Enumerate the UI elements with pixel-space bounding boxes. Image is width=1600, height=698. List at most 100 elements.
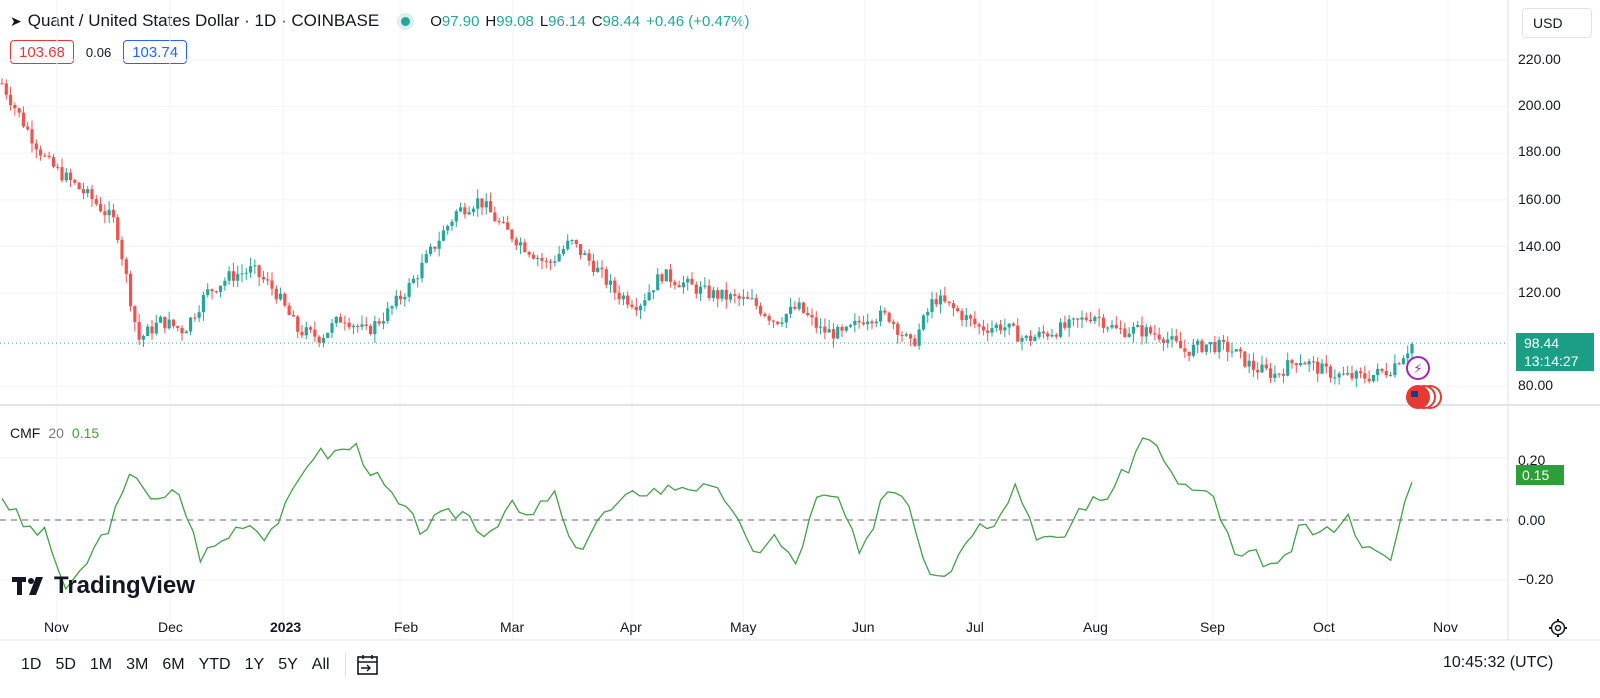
candle [574, 239, 578, 248]
candle [1016, 318, 1020, 342]
candle [613, 277, 617, 301]
settings-gear-icon[interactable] [1548, 618, 1568, 638]
last-price: 98.44 [1524, 335, 1560, 351]
symbol-title[interactable]: Quant / United States Dollar · 1D · COIN… [27, 11, 380, 30]
candle [544, 257, 548, 269]
utc-clock[interactable]: 10:45:32 (UTC) [1443, 654, 1554, 671]
candle [287, 302, 291, 316]
candle [30, 120, 34, 153]
candle [184, 329, 188, 334]
timeframe-1y[interactable]: 1Y [244, 656, 265, 673]
candle [1174, 328, 1178, 344]
candle [716, 287, 720, 308]
candle [780, 316, 784, 328]
candle [866, 313, 870, 331]
candle [536, 255, 540, 267]
currency-select[interactable]: USD [1522, 8, 1592, 38]
candle [390, 305, 394, 316]
candle [1324, 354, 1328, 374]
candle [998, 320, 1003, 335]
toolbar-divider [344, 652, 346, 678]
candle [484, 193, 488, 215]
candle [557, 245, 561, 263]
candle [591, 253, 596, 276]
sell-button[interactable]: 103.68 [10, 40, 74, 64]
candle [317, 335, 321, 348]
candle [608, 274, 613, 293]
candle [223, 277, 227, 291]
candle [814, 311, 818, 334]
candle [1380, 368, 1384, 374]
timeframe-1m[interactable]: 1M [89, 656, 113, 673]
candle [1110, 320, 1114, 330]
candle [373, 315, 377, 344]
candle [21, 106, 26, 128]
candle [300, 324, 304, 339]
candle [38, 145, 43, 161]
timeframe-3m[interactable]: 3M [126, 656, 149, 673]
candle [621, 292, 626, 306]
candle [784, 313, 788, 329]
candle [1101, 313, 1106, 333]
candle [883, 307, 887, 316]
candle [1217, 336, 1221, 359]
time-tick: Jul [966, 619, 984, 635]
candle [686, 275, 690, 291]
timeframe-all[interactable]: All [311, 656, 330, 673]
candle [154, 314, 158, 336]
candle [150, 319, 154, 340]
candle [900, 331, 904, 342]
candle [1050, 329, 1054, 338]
candle [338, 313, 343, 323]
candle [951, 299, 956, 317]
candle [797, 297, 801, 312]
high-value: 99.08 [496, 12, 534, 30]
candle [458, 202, 463, 213]
timeframe-1d[interactable]: 1D [21, 656, 42, 673]
us-economic-event-icon[interactable] [1406, 385, 1442, 409]
candle [1376, 363, 1380, 382]
indicator-legend[interactable]: CMF 20 0.15 [10, 425, 99, 441]
candle [236, 265, 240, 288]
candle [1183, 339, 1187, 358]
candle [60, 158, 64, 183]
timeframe-6m[interactable]: 6M [162, 656, 185, 673]
candle [480, 198, 484, 216]
candle [471, 205, 476, 217]
dividend-event-icon[interactable]: ⚡ [1406, 356, 1430, 380]
candle [1371, 374, 1376, 383]
candle [51, 154, 56, 169]
candle [1020, 335, 1024, 351]
candle [403, 293, 407, 307]
candle [244, 268, 248, 280]
candle [1247, 353, 1251, 374]
candle [634, 297, 638, 317]
buy-button[interactable]: 103.74 [123, 40, 188, 64]
market-status-icon[interactable] [401, 16, 411, 26]
candle [98, 196, 103, 213]
candle [433, 246, 437, 253]
timeframe-5y[interactable]: 5Y [278, 656, 298, 673]
low-value: 96.14 [548, 12, 586, 30]
candle [411, 275, 416, 284]
date-range-calendar-icon[interactable] [356, 654, 380, 676]
candle [137, 313, 141, 346]
candle [1273, 365, 1277, 383]
candle [493, 206, 497, 222]
candle [167, 311, 171, 330]
timeframe-ytd[interactable]: YTD [198, 656, 231, 673]
tradingview-logo[interactable]: TradingView [12, 572, 195, 600]
candle [806, 306, 810, 317]
candle [128, 270, 133, 312]
candle [197, 305, 201, 323]
candle [960, 308, 964, 327]
candle [913, 334, 917, 347]
candle [626, 291, 630, 309]
timeframe-5d[interactable]: 5D [55, 656, 76, 673]
tradingview-logo-icon [12, 577, 43, 595]
candle [188, 316, 193, 336]
candle [977, 322, 981, 335]
candle [651, 290, 656, 300]
candle [1144, 323, 1148, 344]
